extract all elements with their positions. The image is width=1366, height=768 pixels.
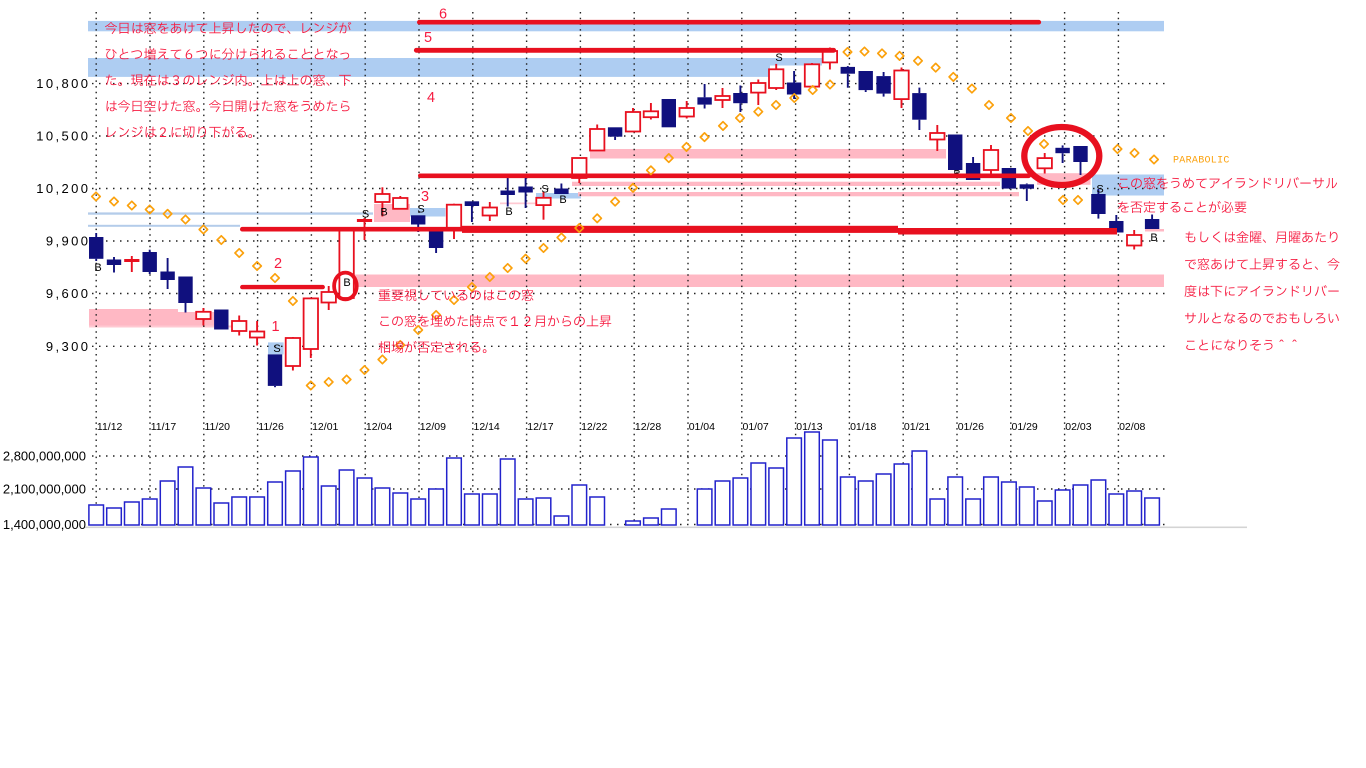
svg-text:9,300: 9,300 <box>46 339 91 354</box>
svg-text:S: S <box>1096 183 1103 195</box>
svg-text:S: S <box>775 52 782 64</box>
svg-text:1: 1 <box>271 319 279 335</box>
svg-text:S: S <box>417 203 424 215</box>
svg-text:01/21: 01/21 <box>904 421 930 433</box>
svg-text:B: B <box>94 262 101 274</box>
svg-text:2,800,000,000: 2,800,000,000 <box>3 449 86 464</box>
svg-text:2: 2 <box>274 256 282 272</box>
svg-text:12/14: 12/14 <box>474 421 500 433</box>
svg-text:10,500: 10,500 <box>36 129 90 144</box>
svg-text:B: B <box>505 206 512 218</box>
svg-text:12/28: 12/28 <box>635 421 661 433</box>
svg-text:01/07: 01/07 <box>743 421 769 433</box>
svg-text:B: B <box>559 194 566 206</box>
svg-text:12/04: 12/04 <box>366 421 392 433</box>
svg-text:B: B <box>380 206 387 218</box>
svg-text:12/17: 12/17 <box>527 421 553 433</box>
svg-text:12/09: 12/09 <box>420 421 446 433</box>
svg-text:5: 5 <box>424 30 432 46</box>
svg-text:10,800: 10,800 <box>36 76 90 91</box>
svg-text:6: 6 <box>439 7 447 23</box>
svg-text:01/18: 01/18 <box>850 421 876 433</box>
svg-text:12/22: 12/22 <box>581 421 607 433</box>
svg-text:02/08: 02/08 <box>1119 421 1145 433</box>
svg-text:01/29: 01/29 <box>1012 421 1038 433</box>
svg-text:9,600: 9,600 <box>46 286 91 301</box>
svg-text:01/13: 01/13 <box>796 421 822 433</box>
svg-text:01/26: 01/26 <box>958 421 984 433</box>
svg-text:PARABOLIC: PARABOLIC <box>1173 156 1230 167</box>
svg-text:11/26: 11/26 <box>258 421 284 433</box>
svg-text:3: 3 <box>421 189 429 205</box>
svg-text:S: S <box>273 343 280 355</box>
svg-text:S: S <box>362 208 369 220</box>
svg-text:4: 4 <box>427 90 435 106</box>
svg-text:1,400,000,000: 1,400,000,000 <box>3 517 86 532</box>
svg-text:10,200: 10,200 <box>36 181 90 196</box>
svg-text:B: B <box>1150 232 1157 244</box>
svg-text:12/01: 12/01 <box>312 421 338 433</box>
svg-text:9,900: 9,900 <box>46 234 91 249</box>
svg-text:2,100,000,000: 2,100,000,000 <box>3 482 86 497</box>
svg-text:11/20: 11/20 <box>205 421 231 433</box>
svg-text:B: B <box>343 277 350 289</box>
svg-text:11/17: 11/17 <box>151 421 177 433</box>
svg-text:11/12: 11/12 <box>97 421 123 433</box>
svg-text:S: S <box>541 183 548 195</box>
svg-text:02/03: 02/03 <box>1065 421 1091 433</box>
svg-text:01/04: 01/04 <box>689 421 715 433</box>
